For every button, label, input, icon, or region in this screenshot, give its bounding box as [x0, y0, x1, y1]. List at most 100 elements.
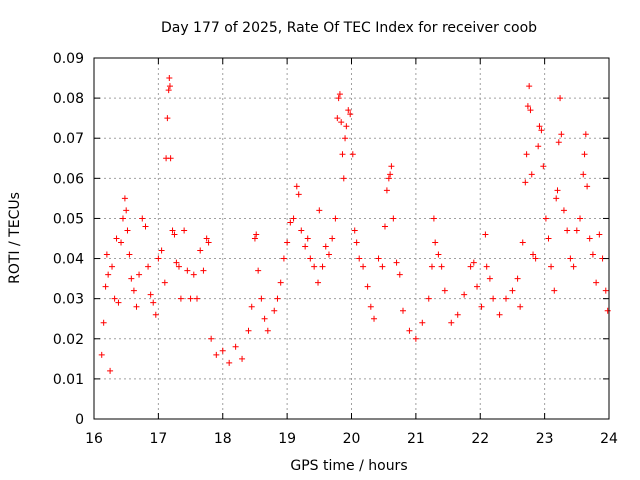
data-point: [166, 75, 173, 82]
data-point: [448, 319, 455, 326]
data-point: [315, 279, 322, 286]
data-point: [573, 227, 580, 234]
data-point: [139, 215, 146, 222]
data-point: [586, 235, 593, 242]
data-point: [360, 263, 367, 270]
data-point: [340, 175, 347, 182]
data-point: [567, 255, 574, 262]
data-point: [115, 299, 122, 306]
data-point: [522, 179, 529, 186]
data-point: [593, 279, 600, 286]
data-point: [109, 263, 116, 270]
y-tick-label: 0.06: [53, 171, 84, 187]
data-points: [98, 75, 611, 374]
data-point: [580, 171, 587, 178]
data-point: [307, 255, 314, 262]
data-point: [582, 131, 589, 138]
data-point: [438, 263, 445, 270]
data-point: [545, 235, 552, 242]
data-point: [245, 327, 252, 334]
data-point: [425, 295, 432, 302]
data-point: [213, 351, 220, 358]
data-point: [393, 259, 400, 266]
data-point: [200, 267, 207, 274]
data-point: [102, 283, 109, 290]
axis-ticks: [93, 57, 610, 420]
data-point: [118, 239, 125, 246]
data-point: [558, 131, 565, 138]
data-point: [187, 295, 194, 302]
data-point: [528, 171, 535, 178]
data-point: [124, 227, 131, 234]
data-point: [517, 303, 524, 310]
x-tick-label: 19: [278, 431, 296, 447]
data-point: [155, 255, 162, 262]
data-point: [293, 183, 300, 190]
data-point: [536, 123, 543, 130]
x-tick-label: 24: [600, 431, 618, 447]
data-point: [304, 235, 311, 242]
data-point: [349, 151, 356, 158]
data-point: [390, 215, 397, 222]
data-point: [111, 295, 118, 302]
data-point: [435, 251, 442, 258]
data-point: [490, 295, 497, 302]
data-point: [161, 279, 168, 286]
data-point: [338, 119, 345, 126]
data-point: [177, 295, 184, 302]
data-point: [383, 187, 390, 194]
data-point: [113, 235, 120, 242]
data-point: [540, 163, 547, 170]
data-point: [203, 235, 210, 242]
data-point: [336, 91, 343, 98]
data-point: [602, 287, 609, 294]
data-point: [253, 231, 260, 238]
data-point: [239, 355, 246, 362]
data-point: [298, 227, 305, 234]
data-point: [248, 303, 255, 310]
data-point: [343, 123, 350, 130]
data-point: [412, 335, 419, 342]
x-tick-label: 18: [214, 431, 232, 447]
data-point: [261, 315, 268, 322]
data-point: [555, 139, 562, 146]
data-point: [274, 295, 281, 302]
data-point: [123, 207, 130, 214]
data-point: [322, 243, 329, 250]
data-point: [570, 263, 577, 270]
data-point: [388, 163, 395, 170]
data-point: [334, 115, 341, 122]
data-point: [589, 251, 596, 258]
data-point: [194, 295, 200, 302]
x-tick-label: 17: [149, 431, 167, 447]
data-point: [165, 87, 172, 94]
data-point: [98, 351, 105, 358]
data-point: [295, 191, 302, 198]
data-point: [535, 143, 542, 150]
data-point: [441, 287, 448, 294]
data-point: [100, 319, 107, 326]
data-point: [400, 307, 406, 314]
data-point: [145, 263, 152, 270]
data-point: [514, 275, 521, 282]
data-point: [387, 171, 394, 178]
data-point: [119, 215, 126, 222]
y-tick-label: 0.09: [53, 51, 84, 67]
y-tick-label: 0.07: [53, 131, 84, 147]
data-point: [142, 223, 149, 230]
data-point: [347, 111, 354, 118]
data-point: [523, 151, 530, 158]
data-point: [509, 287, 516, 294]
data-point: [345, 107, 352, 114]
data-point: [332, 215, 339, 222]
data-point: [128, 275, 135, 282]
data-point: [342, 135, 349, 142]
data-point: [596, 231, 603, 238]
data-point: [432, 239, 439, 246]
data-point: [526, 83, 533, 90]
data-point: [133, 303, 140, 310]
data-point: [375, 255, 382, 262]
data-point: [258, 295, 265, 302]
data-point: [147, 291, 154, 298]
